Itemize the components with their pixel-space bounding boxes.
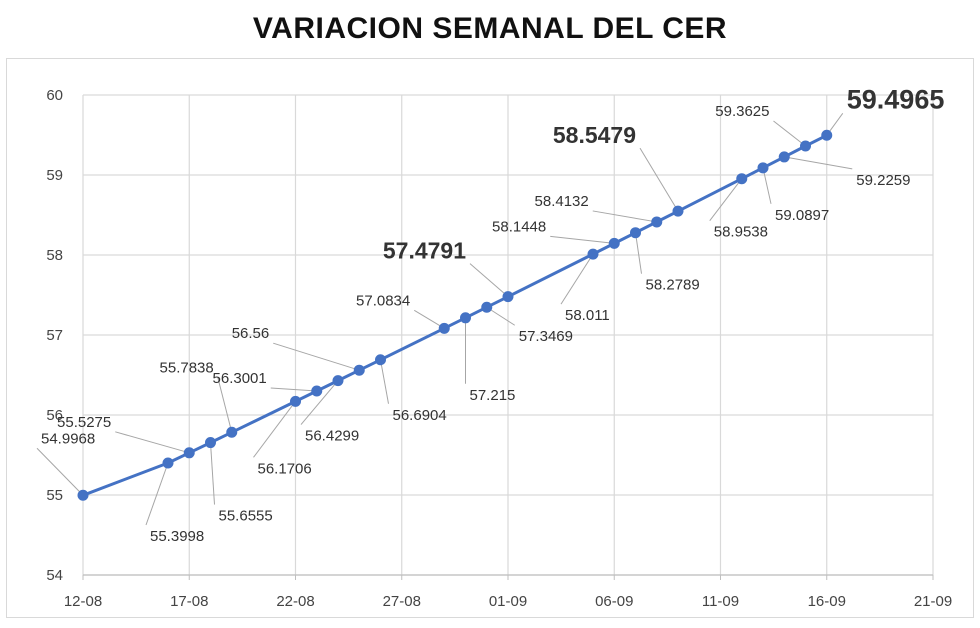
x-tick-label: 22-08 xyxy=(276,593,314,610)
label-leader-line xyxy=(413,309,445,329)
data-label: 59.2259 xyxy=(856,172,910,189)
y-tick-label: 59 xyxy=(46,167,63,184)
label-leader-line xyxy=(145,462,169,526)
label-leader-line xyxy=(709,178,743,221)
label-leader-line xyxy=(380,359,389,404)
label-leader-line xyxy=(469,263,509,298)
data-label: 58.1448 xyxy=(492,218,546,235)
data-point-marker xyxy=(460,312,471,324)
label-leader-line xyxy=(300,380,339,425)
data-label: 56.3001 xyxy=(213,370,267,387)
x-tick-label: 01-09 xyxy=(489,593,527,610)
data-point-marker xyxy=(502,291,514,303)
data-label: 59.3625 xyxy=(715,103,769,120)
data-point-marker xyxy=(353,364,365,376)
label-leader-line xyxy=(115,431,190,454)
data-point-marker xyxy=(311,385,323,397)
data-label: 59.0897 xyxy=(775,207,829,224)
data-point-marker xyxy=(736,173,748,185)
data-point-marker xyxy=(800,140,811,152)
data-point-marker xyxy=(630,227,641,239)
x-tick-label: 17-08 xyxy=(170,593,208,610)
label-leader-line xyxy=(784,156,853,170)
data-label: 58.4132 xyxy=(535,193,589,210)
data-point-marker xyxy=(332,375,344,387)
data-label: 58.011 xyxy=(565,307,610,324)
x-tick-label: 21-09 xyxy=(914,593,952,610)
label-leader-line xyxy=(36,447,84,496)
data-label: 57.3469 xyxy=(519,328,573,345)
data-point-marker xyxy=(608,237,620,249)
label-leader-line xyxy=(270,387,317,392)
label-leader-line xyxy=(560,253,594,305)
data-label: 55.7838 xyxy=(160,359,214,376)
data-point-marker xyxy=(162,457,174,469)
data-point-marker xyxy=(290,395,301,407)
data-label: 56.56 xyxy=(232,325,270,342)
chart-title: VARIACION SEMANAL DEL CER xyxy=(252,12,728,45)
data-point-marker xyxy=(821,129,833,141)
label-leader-line xyxy=(773,120,806,147)
data-point-marker xyxy=(77,489,89,501)
data-label: 57.4791 xyxy=(383,238,466,264)
y-tick-label: 60 xyxy=(46,87,63,104)
label-leader-line xyxy=(635,232,642,274)
y-tick-label: 58 xyxy=(46,247,63,264)
data-point-marker xyxy=(587,248,599,260)
label-leader-line xyxy=(253,401,296,458)
data-point-marker xyxy=(757,162,769,174)
data-point-marker xyxy=(226,426,238,438)
data-label: 55.5275 xyxy=(57,414,111,431)
data-label: 59.4965 xyxy=(847,84,945,114)
data-label: 57.215 xyxy=(470,387,516,404)
data-label: 58.2789 xyxy=(646,277,700,294)
data-label: 58.5479 xyxy=(553,122,636,148)
data-label: 55.6555 xyxy=(219,508,273,525)
label-leader-line xyxy=(592,210,657,223)
data-point-marker xyxy=(205,437,216,449)
data-point-marker xyxy=(481,301,493,313)
data-label: 54.9968 xyxy=(41,430,95,447)
data-point-marker xyxy=(375,354,386,366)
data-label: 55.3998 xyxy=(150,528,204,545)
label-leader-line xyxy=(762,167,772,204)
label-leader-line xyxy=(217,377,233,433)
label-leader-line xyxy=(273,342,360,371)
x-tick-label: 12-08 xyxy=(64,593,102,610)
x-tick-label: 11-09 xyxy=(702,593,739,610)
data-point-marker xyxy=(778,151,790,163)
data-label: 56.6904 xyxy=(393,407,447,424)
y-tick-label: 55 xyxy=(46,487,63,504)
data-point-marker xyxy=(438,322,450,334)
y-tick-label: 54 xyxy=(46,567,63,584)
chart-frame xyxy=(6,58,974,618)
data-label: 56.1706 xyxy=(258,460,312,477)
data-label: 58.9538 xyxy=(714,224,768,241)
label-leader-line xyxy=(210,442,215,505)
data-point-marker xyxy=(672,205,684,217)
y-tick-label: 57 xyxy=(46,327,63,344)
series-line xyxy=(82,133,828,497)
data-point-marker xyxy=(651,216,663,228)
label-leader-line xyxy=(486,306,516,326)
data-label: 56.4299 xyxy=(305,428,359,445)
data-label: 57.0834 xyxy=(356,292,410,309)
x-tick-label: 27-08 xyxy=(383,593,421,610)
data-point-marker xyxy=(183,447,195,459)
y-tick-label: 56 xyxy=(46,407,63,424)
x-tick-label: 06-09 xyxy=(595,593,633,610)
label-leader-line xyxy=(550,235,615,244)
label-leader-line xyxy=(639,147,679,212)
x-tick-label: 16-09 xyxy=(808,593,846,610)
